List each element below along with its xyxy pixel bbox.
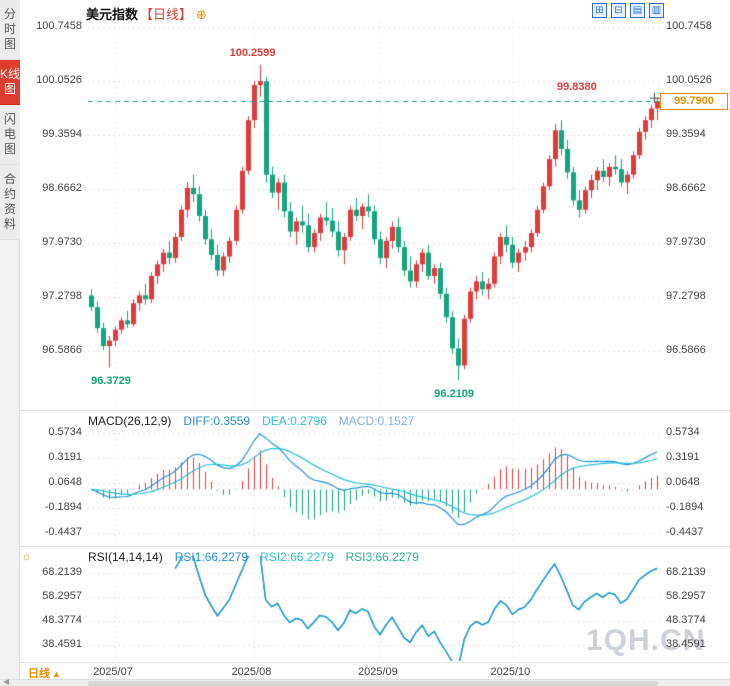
y-axis-label-right: 97.9730	[666, 236, 706, 248]
y-axis-label-right: 96.5866	[666, 344, 706, 356]
y-axis-label-left: 38.4591	[42, 638, 82, 650]
sidebar: 分时图 K线图 闪电图 合约资料	[0, 0, 20, 686]
period-selector[interactable]: 日线 ▲	[28, 665, 61, 681]
panel-divider	[20, 546, 730, 547]
rsi-title: RSI(14,14,14)	[88, 550, 163, 564]
y-axis-label-right: 0.0648	[666, 476, 700, 488]
price-annotation: 96.2109	[434, 388, 475, 401]
period-tag: 【日线】	[140, 7, 193, 22]
macd-diff-value: DIFF:0.3559	[183, 414, 251, 428]
y-axis-label-left: 58.2957	[42, 590, 82, 602]
layout-grid-4-button[interactable]: ⊞	[592, 3, 607, 18]
chart-title-bar: 美元指数 【日线】 ⊕	[86, 4, 207, 23]
sidebar-tab-kline-chart[interactable]: K线图	[0, 60, 20, 105]
y-axis-label-right: 100.7458	[666, 20, 712, 32]
layout-grid-6-button[interactable]: ▤	[630, 3, 645, 18]
period-selector-label: 日线	[28, 668, 50, 680]
macd-header: MACD(26,12,9) DIFF:0.3559 DEA:0.2796 MACD:0…	[88, 414, 426, 428]
y-axis-label-left: 100.7458	[36, 20, 82, 32]
chevron-up-icon: ▲	[52, 669, 61, 679]
layout-buttons: ⊞ ⊟ ▤ ▥	[592, 3, 664, 18]
y-axis-label-right: 58.2957	[666, 590, 706, 602]
layout-grid-rows-button[interactable]: ⊟	[611, 3, 626, 18]
x-axis-label: 2025/09	[358, 666, 398, 678]
scrollbar-thumb[interactable]	[88, 681, 658, 686]
x-axis-label: 2025/08	[231, 666, 272, 678]
current-price-badge: 99.7900	[660, 93, 728, 110]
add-indicator-icon[interactable]: ⊕	[196, 7, 207, 22]
macd-dea-value: DEA:0.2796	[262, 414, 327, 428]
x-axis-label: 2025/10	[490, 666, 531, 678]
y-axis-label-right: -0.4437	[666, 526, 704, 538]
horizontal-scrollbar[interactable]: ◀	[0, 677, 730, 686]
y-axis-label-left: 98.6662	[42, 182, 82, 194]
y-axis-label-right: 0.3191	[666, 451, 700, 463]
y-axis-label-left: 48.3774	[42, 614, 82, 626]
y-axis-label-right: 0.5734	[666, 426, 700, 438]
panel-divider	[20, 410, 730, 411]
macd-macd-value: MACD:0.1527	[338, 414, 415, 428]
y-axis-label-right: 68.2139	[666, 566, 706, 578]
sidebar-tab-contract-info[interactable]: 合约资料	[0, 165, 20, 240]
symbol-title: 美元指数	[86, 7, 139, 22]
y-axis-label-left: 99.3594	[42, 128, 82, 140]
y-axis-label-left: -0.4437	[44, 526, 82, 538]
y-axis-label-right: 100.0526	[666, 74, 712, 86]
sidebar-tab-time-chart[interactable]: 分时图	[0, 0, 20, 60]
price-annotation: 96.3729	[91, 374, 131, 387]
rsi-header: RSI(14,14,14) RSI1:66.2279 RSI2:66.2279 RSI…	[88, 550, 431, 564]
x-axis-label: 2025/07	[93, 666, 133, 678]
y-axis-label-left: 97.2798	[42, 290, 82, 302]
panel-divider	[20, 662, 730, 663]
sidebar-tab-lightning-chart[interactable]: 闪电图	[0, 105, 20, 165]
price-annotation: 99.8380	[556, 80, 597, 93]
scroll-left-icon[interactable]: ◀	[3, 677, 10, 686]
y-axis-label-right: 48.3774	[666, 614, 706, 626]
rsi3-value: RSI3:66.2279	[345, 550, 419, 564]
rsi2-value: RSI2:66.2279	[260, 550, 334, 564]
y-axis-label-right: 97.2798	[666, 290, 706, 302]
rsi1-value: RSI1:66.2279	[174, 550, 249, 564]
y-axis-label-left: 0.3191	[48, 451, 82, 463]
y-axis-label-right: 99.3594	[666, 128, 706, 140]
watermark: 1QH.CN	[586, 624, 706, 657]
y-axis-label-left: 100.0526	[36, 74, 82, 86]
y-axis-label-left: 96.5866	[42, 344, 82, 356]
y-axis-label-left: 0.5734	[48, 426, 82, 438]
y-axis-label-right: -0.1894	[666, 501, 704, 513]
indicator-settings-icon[interactable]: ☼	[21, 549, 32, 563]
y-axis-label-left: 0.0648	[48, 476, 82, 488]
y-axis-label-left: -0.1894	[44, 501, 82, 513]
y-axis-label-left: 97.9730	[42, 236, 82, 248]
y-axis-label-left: 68.2139	[42, 566, 82, 578]
y-axis-label-right: 98.6662	[666, 182, 706, 194]
macd-title: MACD(26,12,9)	[88, 414, 172, 428]
price-annotation: 100.2599	[229, 46, 276, 59]
y-axis-label-right: 38.4591	[666, 638, 706, 650]
layout-grid-9-button[interactable]: ▥	[649, 3, 664, 18]
